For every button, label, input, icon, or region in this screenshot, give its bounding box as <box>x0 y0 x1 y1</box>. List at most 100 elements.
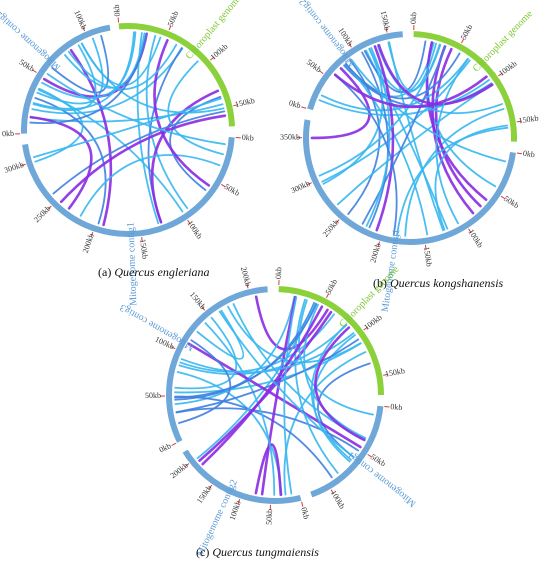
link-ribbon <box>254 443 283 497</box>
tick-label: 100kb <box>466 228 484 250</box>
tick-mark <box>168 25 172 31</box>
link-ribbon <box>175 407 360 452</box>
link-ribbon <box>227 305 362 364</box>
link-ribbon <box>32 97 222 159</box>
tick-label: 150kb <box>234 96 256 109</box>
link-ribbon <box>365 47 391 227</box>
link-ribbon <box>347 59 381 215</box>
tick-label: 50kb <box>145 391 161 400</box>
tick-label: 0kb <box>2 129 14 138</box>
tick-mark <box>424 244 427 250</box>
link-ribbon <box>67 43 178 91</box>
link-ribbon <box>344 52 461 100</box>
tick-mark <box>187 219 191 225</box>
link-ribbon <box>350 58 507 163</box>
mitogenome-arc <box>22 137 235 237</box>
tick-mark <box>171 442 177 446</box>
tick-label: 50kb <box>324 278 339 296</box>
link-ribbon <box>218 310 355 458</box>
link-ribbon <box>361 45 447 225</box>
link-ribbon <box>198 310 333 462</box>
link-ribbon <box>318 79 490 116</box>
link-ribbon <box>153 38 211 187</box>
tick-label: 150kb <box>188 290 208 311</box>
link-ribbon <box>404 108 505 237</box>
tick-mark <box>246 283 249 289</box>
link-ribbon <box>294 298 339 474</box>
tick-mark <box>82 26 86 32</box>
link-ribbon <box>34 97 107 225</box>
link-ribbon <box>318 43 441 177</box>
tick-mark <box>184 463 190 468</box>
link-ribbon <box>174 302 315 401</box>
link-ribbon <box>435 58 469 225</box>
mitogenome-arc <box>21 24 111 134</box>
link-ribbon <box>167 60 224 156</box>
tick-label: 150kb <box>384 366 405 378</box>
tick-label: 50kb <box>166 10 180 28</box>
tick-mark <box>377 241 381 247</box>
tick-label: 150kb <box>379 10 392 31</box>
link-ribbon <box>36 37 104 105</box>
link-ribbon <box>254 295 329 351</box>
link-ribbon <box>333 73 488 109</box>
tick-label: 0kb <box>274 267 283 279</box>
link-ribbon <box>29 32 148 124</box>
tick-label: 200kb <box>239 266 253 288</box>
tick-label: 200kb <box>81 232 96 254</box>
tick-mark <box>208 484 213 490</box>
tick-mark <box>385 27 388 33</box>
chloroplast-arc <box>118 23 235 127</box>
tick-label: 250kb <box>32 204 53 224</box>
link-ribbon <box>312 334 356 463</box>
link-ribbon <box>29 103 224 123</box>
link-ribbon <box>41 31 137 100</box>
mitogenome-label: Mitogenome contig3 <box>118 302 196 353</box>
link-ribbon <box>179 313 335 373</box>
tick-mark <box>301 106 307 109</box>
link-ribbon <box>204 322 276 496</box>
tick-mark <box>330 489 335 495</box>
link-ribbon <box>314 326 366 442</box>
link-ribbon <box>361 51 389 229</box>
link-ribbon <box>283 296 298 495</box>
tick-mark <box>384 406 390 408</box>
tick-label: 100kb <box>209 42 230 62</box>
tick-label: 0kb <box>390 402 403 412</box>
link-ribbon <box>298 299 374 416</box>
link-ribbon <box>334 74 398 236</box>
tick-label: 150kb <box>195 484 214 506</box>
tick-label: 0kb <box>522 149 535 160</box>
link-ribbon <box>187 342 362 449</box>
tick-mark <box>383 373 389 376</box>
tick-label: 200kb <box>169 461 190 481</box>
link-ribbon <box>79 154 221 217</box>
tick-mark <box>32 69 37 73</box>
tick-label: 50kb <box>264 509 274 525</box>
link-ribbon <box>310 323 352 461</box>
link-ribbon <box>373 45 395 232</box>
caption-a: (a) Quercus engleriana <box>98 265 210 279</box>
links <box>174 295 374 497</box>
tick-mark <box>141 237 143 243</box>
tick-mark <box>90 231 94 238</box>
tick-mark <box>301 501 304 507</box>
tick-label: 50kb <box>502 194 520 210</box>
tick-mark <box>516 152 522 155</box>
link-ribbon <box>81 42 225 114</box>
tick-mark <box>500 195 506 200</box>
tick-mark <box>233 104 239 107</box>
tick-label: 300kb <box>290 179 312 195</box>
tick-mark <box>20 163 26 167</box>
link-ribbon <box>363 40 427 94</box>
tick-mark <box>348 42 352 48</box>
tick-label: 0kb <box>299 506 311 520</box>
mitogenome-label: Mitogenome contig1 <box>126 222 140 306</box>
tick-label: 0kb <box>409 12 418 24</box>
tick-label: 100kb <box>329 489 347 511</box>
link-ribbon <box>32 44 97 112</box>
tick-mark <box>47 205 52 210</box>
link-ribbon <box>31 47 184 115</box>
tick-mark <box>367 453 373 458</box>
